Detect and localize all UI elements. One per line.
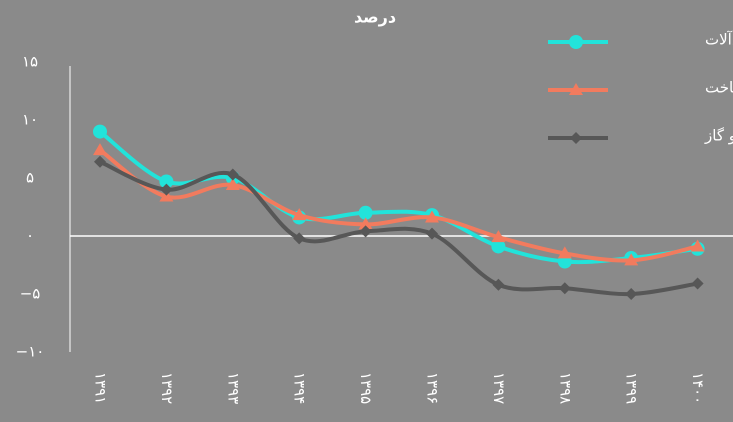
marker bbox=[426, 227, 438, 240]
marker bbox=[292, 208, 307, 221]
chart-title: درصد bbox=[354, 8, 396, 27]
marker bbox=[359, 225, 372, 238]
series-line bbox=[98, 148, 699, 263]
marker bbox=[160, 183, 173, 196]
marker bbox=[624, 253, 639, 266]
marker bbox=[557, 246, 572, 259]
y-tick-label: ۱۰ bbox=[22, 111, 38, 129]
x-tick-label: ۱۳۹۵ bbox=[357, 372, 375, 404]
y-tick-label: −۱۰ bbox=[16, 343, 45, 361]
marker bbox=[93, 124, 107, 139]
x-tick-label: ۱۳۹۱ bbox=[92, 372, 110, 404]
legend-label: صنعت ساخت bbox=[705, 79, 733, 97]
marker bbox=[358, 217, 373, 230]
legend-label: کل ماشین‌آلات bbox=[705, 31, 733, 49]
marker bbox=[569, 83, 583, 95]
marker bbox=[226, 168, 239, 181]
marker bbox=[570, 132, 582, 144]
y-tick-label: ۱۵ bbox=[22, 53, 38, 71]
marker bbox=[625, 288, 638, 300]
marker bbox=[293, 232, 306, 245]
marker bbox=[569, 35, 583, 49]
x-tick-label: ۱۳۹۳ bbox=[224, 372, 242, 404]
x-tick-label: ۱۳۹۲ bbox=[158, 372, 176, 404]
marker bbox=[94, 155, 106, 168]
x-tick-label: ۱۳۹۶ bbox=[424, 372, 442, 404]
series-line bbox=[99, 159, 698, 297]
x-tick-label: ۱۳۹۸ bbox=[556, 372, 574, 404]
marker bbox=[691, 277, 704, 290]
marker bbox=[93, 143, 107, 156]
marker bbox=[558, 282, 571, 295]
marker bbox=[491, 239, 506, 254]
y-tick-label: ۵ bbox=[26, 169, 34, 187]
x-tick-label: ۱۳۹۴ bbox=[291, 372, 309, 404]
marker bbox=[425, 210, 439, 223]
marker bbox=[358, 205, 373, 220]
marker bbox=[690, 239, 705, 252]
marker bbox=[159, 174, 174, 189]
y-tick-label: ۰ bbox=[26, 227, 34, 245]
y-tick-label: −۵ bbox=[20, 285, 41, 303]
x-tick-label: ۱۴۰۰ bbox=[689, 372, 707, 404]
x-tick-label: ۱۳۹۹ bbox=[623, 372, 641, 404]
legend-label: نفت و گاز bbox=[704, 127, 733, 145]
x-tick-label: ۱۳۹۷ bbox=[490, 372, 508, 404]
marker bbox=[492, 278, 505, 291]
marker bbox=[491, 230, 506, 243]
marker bbox=[225, 177, 240, 190]
